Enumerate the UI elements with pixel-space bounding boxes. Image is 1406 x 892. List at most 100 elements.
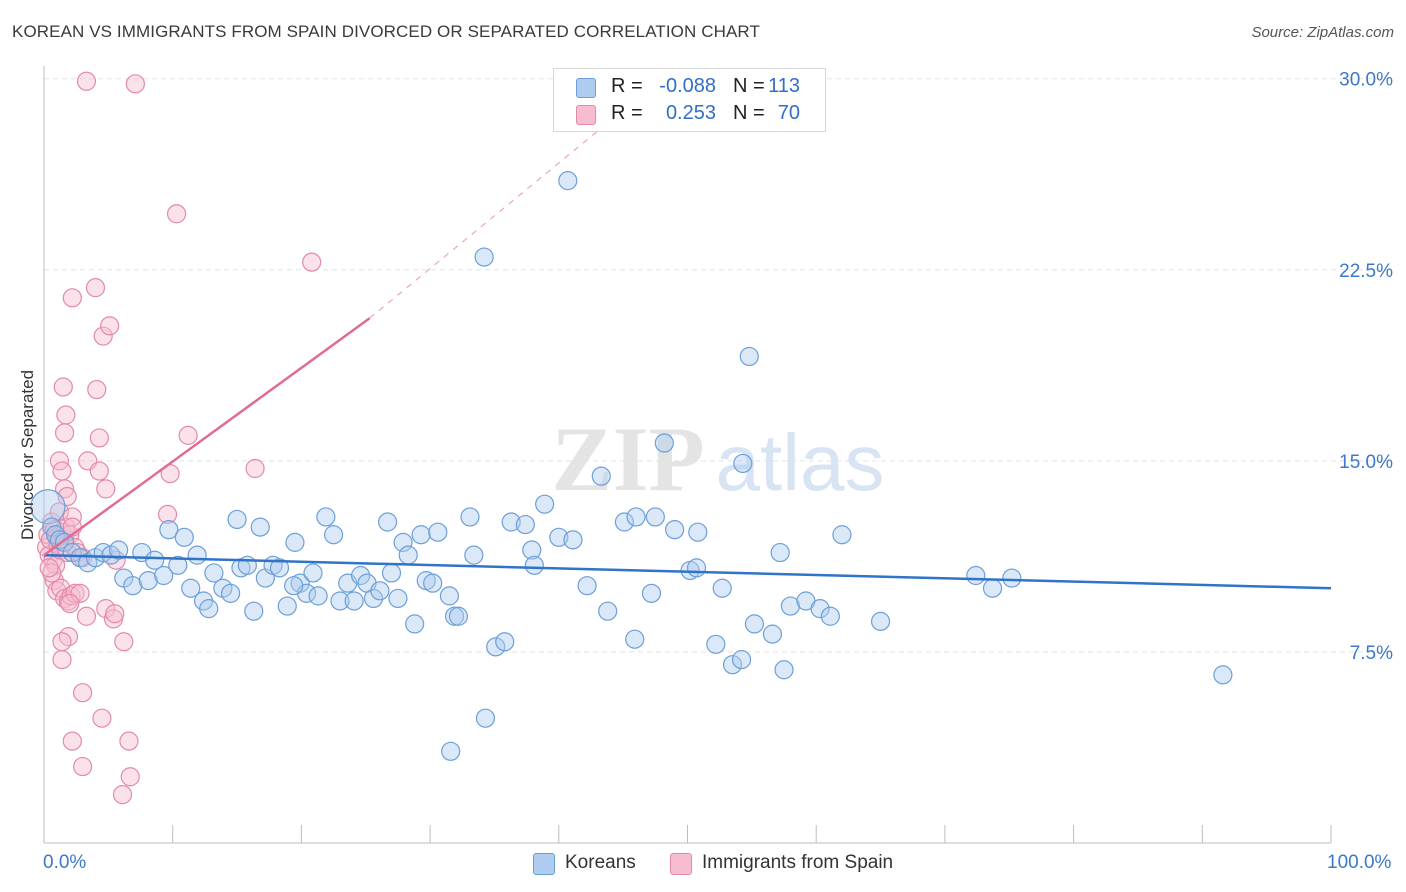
data-point-spain [60, 593, 80, 614]
chart-source: Source: ZipAtlas.com [1251, 24, 1394, 41]
data-point-korean [486, 637, 506, 657]
data-point-korean [982, 578, 1003, 598]
data-point-korean [475, 708, 496, 728]
data-point-korean [344, 591, 364, 611]
x-tick-label-min: 0.0% [43, 852, 87, 873]
data-point-korean [277, 596, 297, 616]
data-point-spain [54, 423, 75, 443]
data-point-korean [411, 525, 431, 545]
data-point-korean [49, 530, 70, 550]
data-point-korean [460, 507, 480, 527]
data-point-spain [52, 632, 72, 652]
data-point-korean [393, 532, 413, 552]
data-point-korean [712, 578, 732, 598]
legend-r-value: -0.088 [659, 75, 716, 97]
data-point-spain [93, 326, 113, 346]
data-point-spain [62, 288, 82, 308]
legend-swatch-koreans [576, 78, 596, 98]
bottom-legend-swatch-koreans [533, 853, 555, 875]
data-point-korean [686, 558, 707, 578]
data-point-spain [105, 604, 125, 624]
data-point-korean [515, 514, 535, 535]
data-point-spain [87, 379, 107, 400]
data-point-spain [76, 606, 97, 626]
legend-r-label: R = [611, 75, 643, 97]
data-point-korean [441, 741, 461, 761]
data-point-korean [423, 573, 443, 593]
data-point-spain [57, 486, 77, 507]
data-point-korean [284, 576, 304, 596]
legend-r-label: R = [611, 102, 643, 124]
data-point-spain [119, 731, 139, 751]
trend-line-spain [43, 317, 371, 557]
data-point-korean [501, 512, 521, 532]
data-point-spain [62, 731, 82, 751]
data-point-spain [96, 599, 116, 619]
watermark-atlas: atlas [716, 418, 885, 507]
data-point-korean [204, 563, 224, 583]
data-point-korean [832, 525, 852, 545]
data-point-spain [52, 649, 72, 670]
data-point-korean [363, 588, 384, 609]
data-point-korean [30, 489, 66, 525]
data-point-korean [733, 453, 753, 474]
data-point-korean [665, 520, 685, 540]
legend-swatch-spain [576, 105, 596, 125]
data-point-korean [722, 655, 743, 675]
legend-n-label: N = [733, 102, 765, 124]
trend-line-koreans [43, 553, 1332, 590]
data-point-spain [85, 278, 106, 298]
data-point-korean [187, 545, 207, 565]
data-point-korean [577, 576, 597, 596]
data-point-spain [62, 507, 82, 527]
data-point-korean [221, 583, 241, 603]
data-point-korean [762, 624, 783, 644]
data-point-korean [303, 563, 323, 583]
data-point-korean [535, 494, 555, 514]
watermark: ZIP atlas [551, 408, 884, 510]
data-point-korean [563, 530, 583, 550]
data-point-korean [549, 527, 569, 547]
data-point-spain [96, 479, 116, 499]
data-point-korean [966, 565, 986, 586]
data-point-korean [780, 596, 801, 616]
data-point-korean [495, 632, 515, 652]
data-point-korean [739, 346, 759, 367]
data-point-spain [73, 683, 93, 703]
data-point-korean [370, 581, 390, 601]
data-point-korean [388, 588, 408, 609]
data-point-korean [398, 545, 418, 565]
data-point-spain [54, 479, 75, 499]
data-point-korean [244, 601, 264, 621]
data-point-korean [145, 550, 165, 570]
data-point-spain [70, 583, 90, 603]
data-point-korean [558, 171, 578, 191]
data-point-korean [524, 555, 544, 575]
y-tick-label: 15.0% [1339, 452, 1393, 473]
data-point-spain [56, 405, 76, 425]
data-point-spain [112, 784, 133, 805]
y-tick-labels: 7.5% 15.0% 22.5% 30.0% [1339, 70, 1393, 664]
data-point-spain [65, 583, 85, 603]
data-point-korean [614, 512, 635, 532]
data-point-korean [654, 433, 674, 453]
data-point-korean [645, 507, 665, 527]
data-point-korean [591, 466, 611, 486]
data-point-korean [405, 614, 425, 634]
data-point-korean [774, 660, 794, 680]
series-koreans [30, 171, 1233, 761]
data-point-korean [123, 576, 143, 596]
x-tick-label-max: 100.0% [1327, 852, 1392, 873]
data-point-spain [42, 512, 62, 532]
data-point-spain [39, 558, 59, 578]
data-point-korean [199, 599, 219, 619]
legend-row-koreans: R = -0.088 N = 113 [554, 73, 825, 101]
data-point-spain [114, 632, 134, 652]
legend-r-value: 0.253 [665, 102, 716, 124]
data-point-korean [269, 558, 290, 578]
data-point-spain [302, 252, 322, 272]
y-axis-label: Divorced or Separated [18, 369, 37, 541]
data-point-spain [178, 425, 198, 445]
legend-row-spain: R = 0.253 N = 70 [554, 100, 825, 128]
data-point-korean [428, 522, 448, 542]
